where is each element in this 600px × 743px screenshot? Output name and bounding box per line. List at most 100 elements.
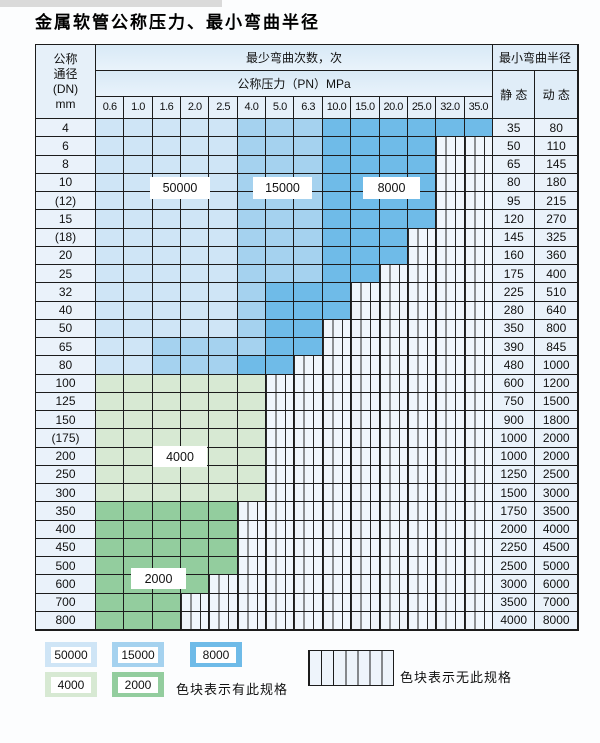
cell-dn800-pn5.0 (266, 611, 295, 630)
cell-dn350-pn15.0 (351, 502, 380, 521)
static-radius-100: 600 (492, 374, 536, 393)
cell-dn800-pn15.0 (351, 611, 380, 630)
static-radius-450: 2250 (492, 538, 536, 557)
dn-label-65: 65 (36, 338, 96, 357)
cell-dn25-pn6.3 (294, 265, 323, 284)
cell-dn(18)-pn32.0 (436, 228, 465, 247)
cell-dn250-pn2.5 (209, 465, 238, 484)
cell-dn20-pn15.0 (351, 246, 380, 265)
legend-swatch-value-4000: 4000 (51, 676, 91, 693)
pressure-header-35.0: 35.0 (464, 97, 493, 119)
cell-dn65-pn15.0 (351, 338, 380, 357)
cell-dn125-pn4.0 (237, 392, 267, 411)
cell-dn(18)-pn25.0 (407, 228, 437, 247)
cell-dn8-pn32.0 (436, 155, 465, 174)
dn-label-500: 500 (36, 557, 96, 576)
cell-dn6-pn25.0 (407, 137, 437, 156)
cell-dn800-pn32.0 (436, 611, 465, 630)
cell-dn250-pn1.0 (124, 465, 153, 484)
cell-dn450-pn6.3 (294, 538, 323, 557)
cell-dn10-pn2.5 (209, 173, 238, 192)
static-radius-500: 2500 (492, 557, 536, 576)
dynamic-radius-40: 640 (535, 301, 578, 320)
cell-dn(175)-pn32.0 (436, 429, 465, 448)
cell-dn500-pn2.5 (209, 557, 238, 576)
cell-dn300-pn1.6 (152, 484, 182, 503)
cell-dn150-pn35.0 (464, 411, 493, 430)
cell-dn400-pn32.0 (436, 520, 465, 539)
legend-swatch-4000: 4000 (45, 672, 97, 697)
cell-dn(175)-pn6.3 (294, 429, 323, 448)
cell-dn(175)-pn15.0 (351, 429, 380, 448)
cell-dn300-pn0.6 (96, 484, 125, 503)
cell-dn400-pn0.6 (96, 520, 125, 539)
dynamic-radius-25: 400 (535, 265, 578, 284)
cell-dn80-pn20.0 (379, 356, 408, 375)
cell-dn80-pn15.0 (351, 356, 380, 375)
cell-dn700-pn0.6 (96, 593, 125, 612)
cell-dn300-pn2.5 (209, 484, 238, 503)
static-radius-40: 280 (492, 301, 536, 320)
dn-label-40: 40 (36, 301, 96, 320)
dynamic-radius-15: 270 (535, 210, 578, 229)
cell-dn32-pn5.0 (266, 283, 295, 302)
cell-dn800-pn35.0 (464, 611, 493, 630)
cell-dn15-pn2.0 (181, 210, 210, 229)
cell-dn40-pn2.5 (209, 301, 238, 320)
cycles-title: 最少弯曲次数，次 (96, 45, 493, 71)
cell-dn400-pn20.0 (379, 520, 408, 539)
cell-dn80-pn2.0 (181, 356, 210, 375)
cell-dn800-pn20.0 (379, 611, 408, 630)
cell-dn600-pn20.0 (379, 575, 408, 594)
cell-dn400-pn2.5 (209, 520, 238, 539)
cell-dn150-pn20.0 (379, 411, 408, 430)
cell-dn700-pn5.0 (266, 593, 295, 612)
static-radius-80: 480 (492, 356, 536, 375)
zone-value-label-8000: 8000 (363, 177, 420, 199)
dn-label-6: 6 (36, 137, 96, 156)
cell-dn(12)-pn1.0 (124, 192, 153, 211)
dn-label-25: 25 (36, 265, 96, 284)
cell-dn100-pn2.5 (209, 374, 238, 393)
cell-dn125-pn32.0 (436, 392, 465, 411)
pressure-header-2.5: 2.5 (209, 97, 238, 119)
cell-dn350-pn2.0 (181, 502, 210, 521)
cell-dn50-pn6.3 (294, 319, 323, 338)
cell-dn125-pn0.6 (96, 392, 125, 411)
dn-header-line-3: mm (55, 97, 76, 111)
cell-dn40-pn2.0 (181, 301, 210, 320)
cell-dn15-pn15.0 (351, 210, 380, 229)
dn-label-250: 250 (36, 465, 96, 484)
cell-dn32-pn10.0 (322, 283, 352, 302)
cell-dn800-pn2.0 (181, 611, 210, 630)
dynamic-radius-400: 4000 (535, 520, 578, 539)
static-radius-6: 50 (492, 137, 536, 156)
cell-dn32-pn4.0 (237, 283, 267, 302)
static-column-header: 静 态 (492, 71, 536, 119)
cell-dn50-pn15.0 (351, 319, 380, 338)
cell-dn300-pn35.0 (464, 484, 493, 503)
cell-dn4-pn4.0 (237, 119, 267, 138)
cell-dn600-pn15.0 (351, 575, 380, 594)
cell-dn8-pn6.3 (294, 155, 323, 174)
cell-dn800-pn4.0 (237, 611, 267, 630)
dynamic-radius-200: 2000 (535, 447, 578, 466)
dynamic-radius-300: 3000 (535, 484, 578, 503)
cell-dn4-pn35.0 (464, 119, 493, 138)
pressure-header-10.0: 10.0 (322, 97, 352, 119)
no-spec-sample-swatch (308, 650, 394, 686)
pressure-header-4.0: 4.0 (237, 97, 267, 119)
cell-dn400-pn1.6 (152, 520, 182, 539)
cell-dn125-pn15.0 (351, 392, 380, 411)
cell-dn100-pn6.3 (294, 374, 323, 393)
cell-dn400-pn4.0 (237, 520, 267, 539)
dynamic-radius-8: 145 (535, 155, 578, 174)
cell-dn500-pn2.0 (181, 557, 210, 576)
cell-dn700-pn15.0 (351, 593, 380, 612)
dynamic-radius-350: 3500 (535, 502, 578, 521)
cell-dn250-pn15.0 (351, 465, 380, 484)
cell-dn50-pn20.0 (379, 319, 408, 338)
cell-dn80-pn35.0 (464, 356, 493, 375)
cell-dn6-pn0.6 (96, 137, 125, 156)
